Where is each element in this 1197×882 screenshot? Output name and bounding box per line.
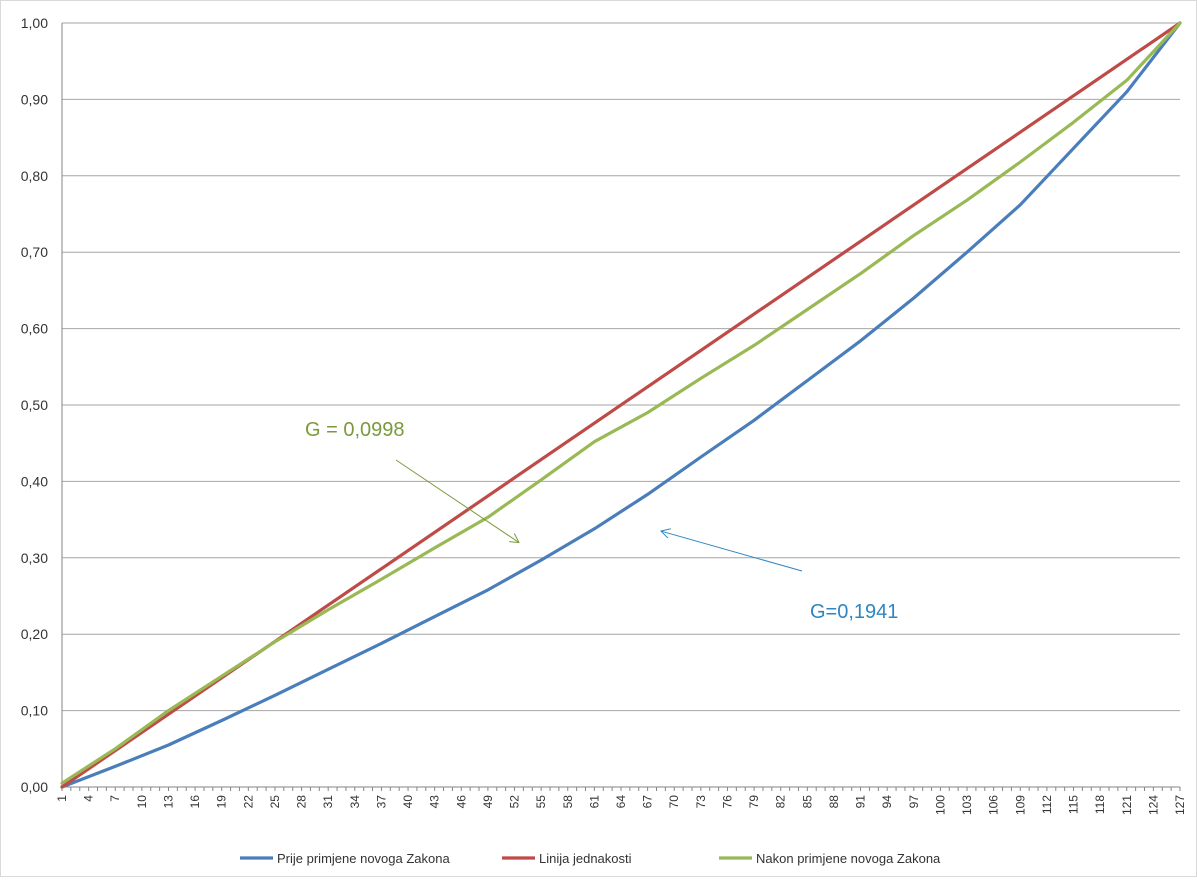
x-tick-label: 79 [747,795,761,809]
y-tick-label: 1,00 [21,15,48,31]
legend-label: Linija jednakosti [539,851,632,866]
x-tick-label: 67 [641,795,655,809]
x-tick-label: 88 [827,795,841,809]
x-tick-label: 124 [1146,795,1160,815]
legend: Prije primjene novoga Zakona Linija jedna… [240,851,941,866]
x-tick-label: 40 [401,795,415,809]
y-tick-label: 0,80 [21,168,48,184]
x-tick-label: 16 [188,795,202,809]
axes: 0,00 0,10 0,20 0,30 0,40 0,50 0,60 0,70 0,80 0,90… [21,15,1187,815]
x-tick-label: 76 [720,795,734,809]
x-tick-label: 34 [348,795,362,809]
y-tick-label: 0,50 [21,397,48,413]
y-tick-label: 0,20 [21,626,48,642]
x-tick-label: 82 [774,795,788,809]
x-tick-label: 25 [268,795,282,809]
x-tick-label: 28 [295,795,309,809]
legend-label: Nakon primjene novoga Zakona [756,851,941,866]
series-lines [60,21,1182,789]
annotations: G = 0,0998 G=0,1941 [305,419,898,623]
x-tick-label: 1 [55,795,69,802]
legend-item-prije: Prije primjene novoga Zakona [240,851,450,866]
x-tick-label: 91 [854,795,868,809]
x-tick-label: 94 [880,795,894,809]
x-tick-label: 121 [1120,795,1134,815]
x-tick-label: 97 [907,795,921,809]
y-tick-label: 0,10 [21,703,48,719]
x-tick-label: 103 [960,795,974,815]
x-tick-label: 73 [694,795,708,809]
x-tick-label: 61 [587,795,601,809]
x-tick-label: 49 [481,795,495,809]
x-tick-label: 58 [561,795,575,809]
x-tick-label: 85 [800,795,814,809]
x-tick-label: 22 [241,795,255,809]
x-tick-label: 115 [1067,795,1081,814]
x-tick-label: 46 [454,795,468,809]
legend-label: Prije primjene novoga Zakona [277,851,450,866]
gridlines [62,22,1180,712]
x-tick-label: 100 [933,795,947,815]
x-tick-label: 52 [508,795,522,809]
y-tick-label: 0,00 [21,779,48,795]
gini-annotation-before: G=0,1941 [810,601,898,623]
x-tick-label: 37 [374,795,388,809]
series-line-nakon [60,21,1182,785]
y-tick-label: 0,40 [21,473,48,489]
y-tick-label: 0,30 [21,550,48,566]
x-tick-label: 55 [534,795,548,809]
x-tick-label: 43 [428,795,442,809]
x-tick-label: 118 [1093,795,1107,814]
y-tick-label: 0,90 [21,91,48,107]
x-tick-label: 7 [108,795,122,802]
arrow-before [661,531,803,572]
y-tick-label: 0,60 [21,321,48,337]
y-tick-label: 0,70 [21,244,48,260]
x-tick-label: 109 [1013,795,1027,815]
x-tick-label: 106 [987,795,1001,815]
x-tick-label: 127 [1173,795,1187,815]
x-tick-label: 19 [215,795,229,809]
gini-annotation-after: G = 0,0998 [305,419,405,441]
x-tick-label: 70 [667,795,681,809]
arrow-after [395,459,519,543]
x-tick-label: 13 [161,795,175,809]
legend-item-linija-jednakosti: Linija jednakosti [502,851,632,866]
x-tick-label: 64 [614,795,628,809]
x-tick-label: 112 [1040,795,1054,814]
series-line-prije [60,21,1182,789]
x-tick-label: 31 [321,795,335,809]
x-tick-label: 10 [135,795,149,809]
legend-item-nakon: Nakon primjene novoga Zakona [719,851,941,866]
x-tick-label: 4 [82,795,96,802]
